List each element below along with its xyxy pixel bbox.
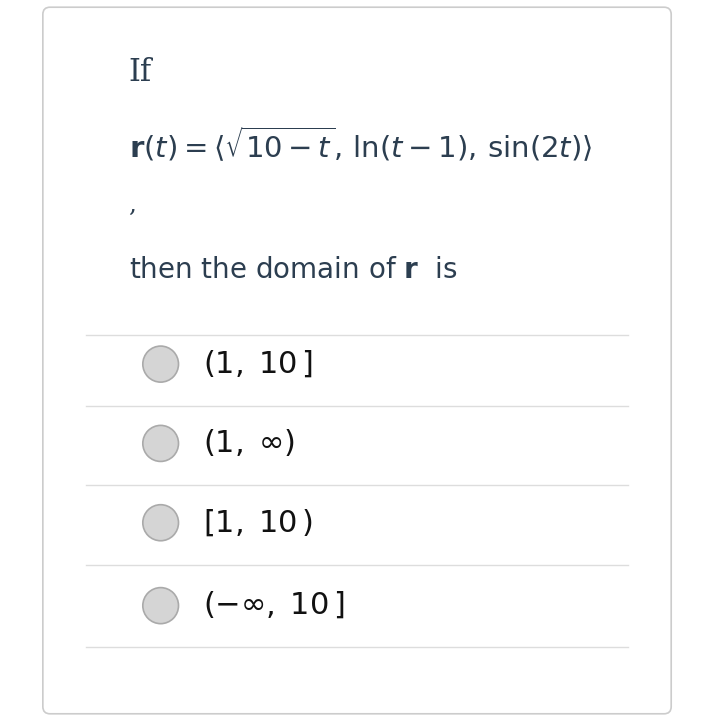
Circle shape bbox=[143, 588, 179, 624]
FancyBboxPatch shape bbox=[43, 7, 671, 714]
Circle shape bbox=[143, 425, 179, 461]
Text: $\mathbf{r}(t) = \langle\sqrt{10 - t},\, \ln(t - 1),\, \sin(2t)\rangle$: $\mathbf{r}(t) = \langle\sqrt{10 - t},\,… bbox=[129, 125, 592, 164]
Text: $[1,\;  10\,)$: $[1,\; 10\,)$ bbox=[204, 508, 314, 538]
Text: ,: , bbox=[129, 194, 137, 217]
Circle shape bbox=[143, 346, 179, 382]
Text: $(1,\; \infty)$: $(1,\; \infty)$ bbox=[204, 428, 295, 459]
Circle shape bbox=[143, 505, 179, 541]
Text: $(-\infty,\;  10\,]$: $(-\infty,\; 10\,]$ bbox=[204, 590, 346, 621]
Text: $(1,\;  10\,]$: $(1,\; 10\,]$ bbox=[204, 349, 314, 379]
Text: then the domain of $\mathbf{r}$  is: then the domain of $\mathbf{r}$ is bbox=[129, 257, 457, 284]
Text: If: If bbox=[129, 57, 152, 87]
